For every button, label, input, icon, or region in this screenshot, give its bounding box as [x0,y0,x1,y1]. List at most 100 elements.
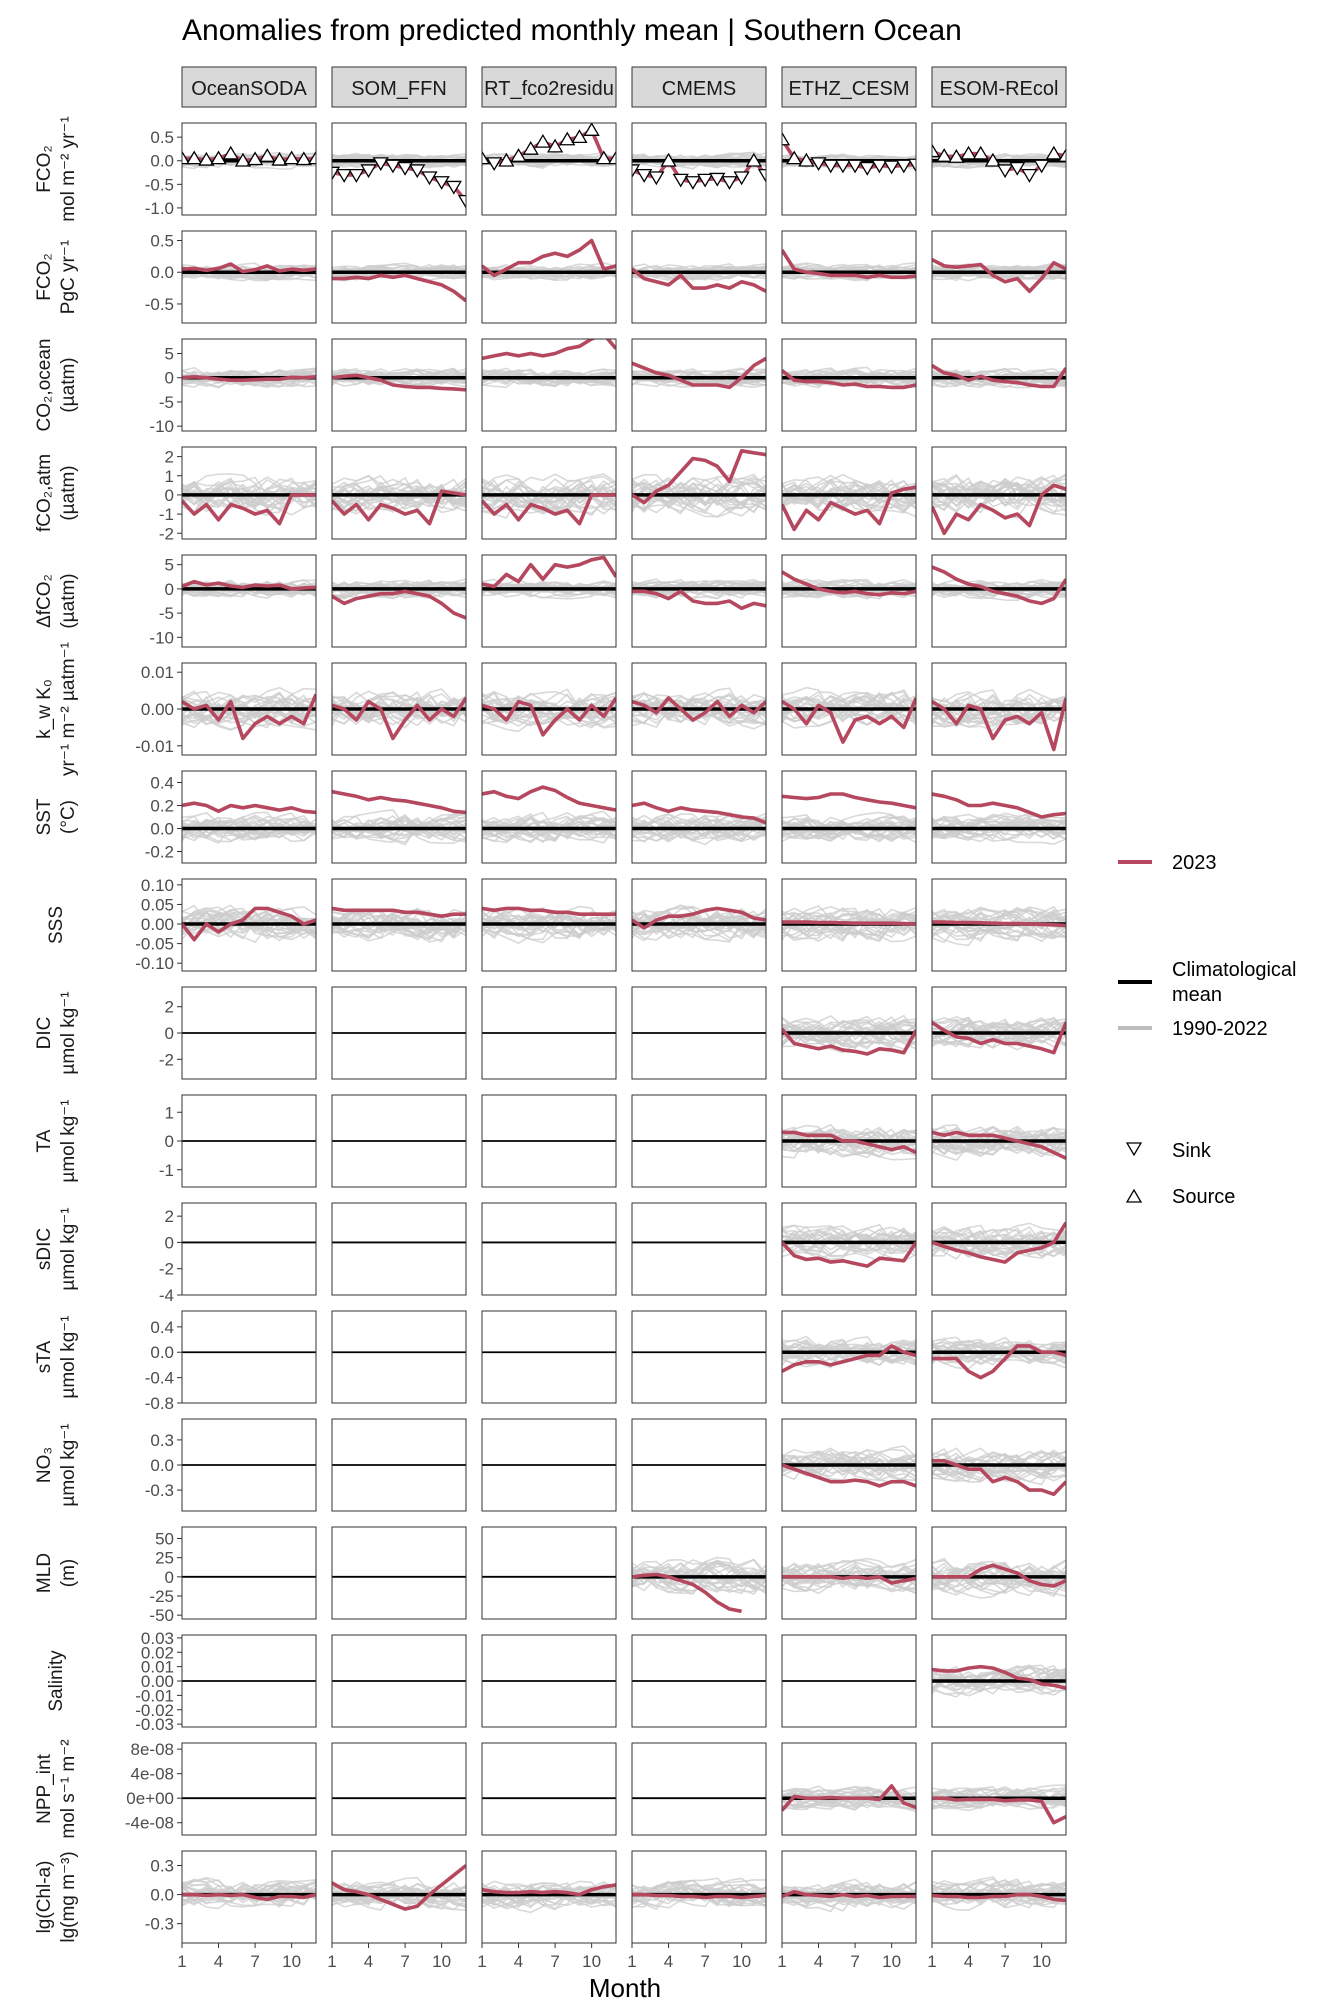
background-year-line [332,909,466,943]
x-tick-label: 7 [1000,1952,1009,1971]
y-axis-label-line1: sTA [34,1340,55,1373]
source-point [798,152,815,167]
strip-label: SOM_FFN [351,78,447,100]
background-year-line [482,690,616,728]
background-year-line [932,912,1066,935]
panel-border [481,1850,617,1944]
y-axis-label-line2: µmol kg⁻¹ [58,1315,79,1398]
series-2023-line [182,1892,316,1902]
panel-border [331,1418,467,1512]
panel-r4-ethz_cesm [781,554,917,648]
background-year-line [482,693,616,725]
background-year-line [332,704,466,727]
background-year-line [932,1671,1066,1689]
panel-r5-cmems [631,662,767,756]
y-tick-label: 0.3 [150,1857,174,1876]
series-2023-line [932,792,1066,819]
background-year-line [932,1451,1066,1480]
panel-r13-oceansoda [181,1526,317,1620]
panel-r13-rt_fco2residu [481,1526,617,1620]
series-2023-line [932,697,1066,752]
y-tick-label: 0 [165,369,174,388]
panel-border [331,554,467,648]
y-axis-label-line1: TA [34,1129,55,1152]
panel-border [631,1634,767,1728]
panel-r4-rt_fco2residu [481,554,617,648]
background-year-line [782,691,916,719]
panel-border [631,662,767,756]
background-year-line [632,1883,766,1900]
panel-r2-oceansoda [181,338,317,432]
sink-point [445,180,462,195]
panel-border [481,770,617,864]
y-tick-label: 0.3 [150,1431,174,1450]
panel-border [181,986,317,1080]
source-point [595,150,612,165]
panel-border [181,662,317,756]
y-tick-label: 0.02 [141,1643,174,1662]
y-tick-label: -0.3 [145,1915,174,1934]
panel-r13-som_ffn [331,1526,467,1620]
y-tick-label: 5 [165,345,174,364]
panel-border [331,1742,467,1836]
panel-r13-ethz_cesm [781,1526,917,1620]
background-year-line [782,1445,916,1462]
source-point [932,143,941,158]
source-point [210,150,227,165]
background-year-line [482,374,616,387]
panel-border [331,1094,467,1188]
background-year-line [482,910,616,938]
panel-r7-cmems [631,878,767,972]
panel-border [481,1310,617,1404]
y-axis-label-line1: k_w K₀ [34,679,55,739]
series-2023-line [932,483,1066,536]
series-2023-line [782,485,916,532]
panel-border [931,554,1067,648]
sink-point [709,172,726,187]
x-tick-label: 1 [477,1952,486,1971]
panel-border [181,1418,317,1512]
y-axis-label: NO₃ µmol kg⁻¹ [34,1423,79,1506]
y-axis-label-line2: µmol kg⁻¹ [58,1099,79,1182]
panel-r15-cmems [631,1742,767,1836]
panel-r4-som_ffn [331,554,467,648]
sink-point [1033,159,1050,174]
series-2023-line [182,906,316,942]
y-tick-label: 0.2 [150,797,174,816]
y-tick-label: 0.0 [150,1343,174,1362]
panel-border [331,662,467,756]
panel-r6-cmems [631,770,767,864]
background-year-line [482,263,616,281]
series-2023-line [782,1575,916,1585]
series-2023-line [182,493,316,526]
background-year-line [932,1125,1066,1156]
panel-r9-rt_fco2residu [481,1094,617,1188]
panel-r8-som_ffn [331,986,467,1080]
series-2023-line [932,1796,1066,1825]
panel-border [781,662,917,756]
panel-border [631,122,767,216]
panel-border [931,1202,1067,1296]
sink-point [996,164,1014,179]
y-tick-label: -0.5 [145,295,174,314]
panel-border [781,1850,917,1944]
background-year-line [932,1786,1066,1810]
x-tick-label: 1 [777,1952,786,1971]
panel-border [931,1418,1067,1512]
panel-border [931,230,1067,324]
series-2023-line [332,273,466,303]
background-year-line [932,367,1066,381]
series-2023-line [332,489,466,526]
series-2023-line [782,1889,916,1900]
y-axis-label-line1: ΔfCO₂ [34,574,55,628]
background-year-line [482,374,616,389]
strip-esom-recol: ESOM-REcol [931,66,1067,108]
panel-r11-rt_fco2residu [481,1310,617,1404]
panel-r16-som_ffn [331,1850,467,1944]
panel-r10-rt_fco2residu [481,1202,617,1296]
sink-point [895,159,912,174]
background-year-line [482,692,616,727]
y-tick-label: 0.0 [150,820,174,839]
source-point [786,150,803,165]
y-axis-label: MLD (m) [34,1553,79,1593]
